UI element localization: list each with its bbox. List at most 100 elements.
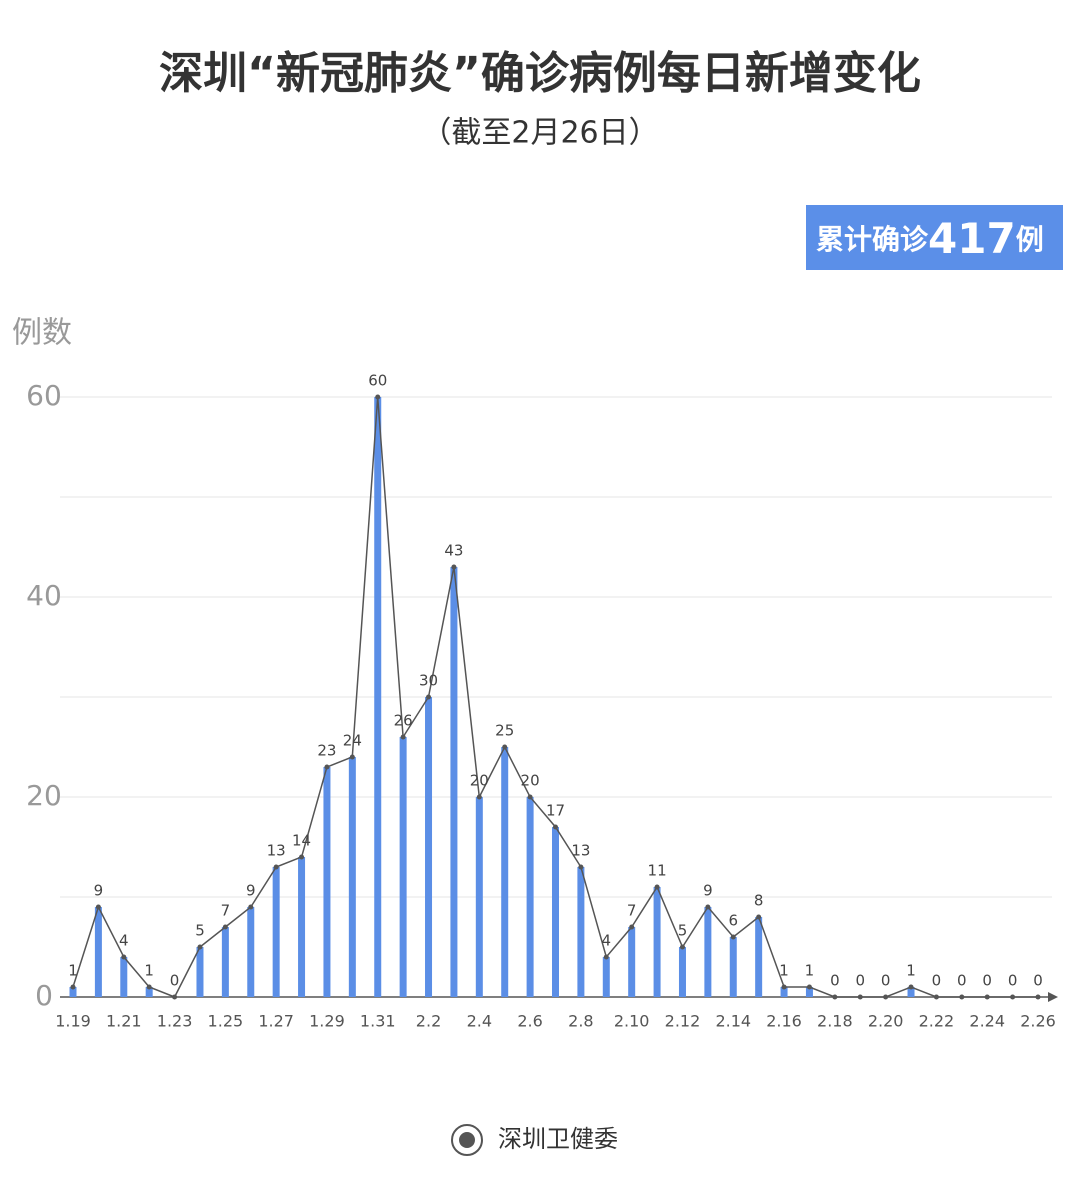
line-point xyxy=(451,564,457,570)
x-tick-label: 2.10 xyxy=(614,1012,650,1031)
line-point xyxy=(832,994,838,1000)
data-label: 5 xyxy=(195,922,205,940)
y-tick-label: 0 xyxy=(35,979,53,1012)
bar xyxy=(577,867,585,997)
data-label: 1 xyxy=(68,962,78,980)
line-point xyxy=(273,864,279,870)
bar xyxy=(94,907,102,997)
x-tick-label: 2.6 xyxy=(517,1012,542,1031)
data-label: 0 xyxy=(170,972,180,990)
line-point xyxy=(781,984,787,990)
data-label: 23 xyxy=(317,742,336,760)
data-label: 13 xyxy=(571,842,590,860)
line-point xyxy=(553,824,558,830)
y-axis-label: 例数 xyxy=(12,316,72,351)
bar xyxy=(196,947,204,997)
line-point xyxy=(603,954,609,960)
source: 深圳卫健委 xyxy=(498,1125,618,1153)
bar xyxy=(221,927,229,997)
data-label: 8 xyxy=(754,892,764,910)
line-point xyxy=(400,734,406,740)
bar xyxy=(374,397,382,997)
line-point xyxy=(146,984,152,990)
data-label: 17 xyxy=(546,802,565,820)
y-tick-label: 20 xyxy=(26,779,62,812)
x-tick-label: 2.18 xyxy=(817,1012,853,1031)
x-tick-label: 2.16 xyxy=(766,1012,802,1031)
line-point xyxy=(883,994,889,1000)
line-point xyxy=(426,694,432,700)
bar xyxy=(323,767,331,997)
y-tick-label: 60 xyxy=(26,379,62,412)
x-tick-label: 2.20 xyxy=(868,1012,904,1031)
line-point xyxy=(349,754,355,760)
line-point xyxy=(857,994,863,1000)
x-tick-label: 2.14 xyxy=(715,1012,751,1031)
line-point xyxy=(629,924,635,930)
badge-prefix: 累计确诊 xyxy=(816,223,929,256)
data-label: 0 xyxy=(881,972,891,990)
y-tick-label: 40 xyxy=(26,579,62,612)
bar xyxy=(399,737,407,997)
bar xyxy=(653,887,661,997)
bar xyxy=(120,957,128,997)
data-label: 60 xyxy=(368,372,387,390)
data-label: 20 xyxy=(521,772,540,790)
data-label: 0 xyxy=(830,972,840,990)
x-tick-label: 2.8 xyxy=(568,1012,593,1031)
data-label: 26 xyxy=(394,712,413,730)
x-tick-label: 1.29 xyxy=(309,1012,345,1031)
data-label: 14 xyxy=(292,832,311,850)
line-point xyxy=(375,394,381,400)
chart-subtitle: （截至2月26日） xyxy=(421,116,658,151)
data-label: 20 xyxy=(470,772,489,790)
x-tick-label: 1.21 xyxy=(106,1012,142,1031)
x-tick-label: 2.2 xyxy=(416,1012,441,1031)
line-point xyxy=(324,764,330,770)
bar xyxy=(628,927,636,997)
line-point xyxy=(1035,994,1041,1000)
x-tick-label: 1.27 xyxy=(258,1012,294,1031)
data-label: 0 xyxy=(855,972,865,990)
bar xyxy=(475,797,483,997)
line-point xyxy=(679,944,685,950)
data-label: 11 xyxy=(648,862,667,880)
line-point xyxy=(806,984,812,990)
data-label: 1 xyxy=(144,962,154,980)
line-point xyxy=(476,794,482,800)
badge-text: 累计确诊417例 xyxy=(816,214,1044,263)
bar xyxy=(907,987,915,997)
line-point xyxy=(197,944,203,950)
bar xyxy=(729,937,737,997)
badge-total: 417 xyxy=(928,214,1016,263)
data-label: 1 xyxy=(779,962,789,980)
bar xyxy=(69,987,77,997)
x-tick-label: 2.4 xyxy=(467,1012,492,1031)
bar xyxy=(780,987,788,997)
data-label: 4 xyxy=(119,932,129,950)
line-point xyxy=(959,994,965,1000)
logo-inner xyxy=(459,1132,475,1148)
line-point xyxy=(933,994,939,1000)
bar xyxy=(552,827,559,997)
data-label: 0 xyxy=(932,972,942,990)
line-point xyxy=(222,924,228,930)
bar xyxy=(272,867,280,997)
bar xyxy=(450,567,458,997)
line-point xyxy=(730,934,736,940)
bar xyxy=(348,757,356,997)
bar xyxy=(602,957,610,997)
data-label: 9 xyxy=(94,882,104,900)
bar xyxy=(755,917,763,997)
bar xyxy=(678,947,686,997)
line-point xyxy=(248,904,254,910)
bar xyxy=(298,857,306,997)
bar xyxy=(425,697,433,997)
line-point xyxy=(70,984,76,990)
data-label: 1 xyxy=(805,962,815,980)
chart-title: 深圳“新冠肺炎”确诊病例每日新增变化 xyxy=(159,48,921,99)
data-label: 6 xyxy=(728,912,738,930)
data-label: 7 xyxy=(627,902,637,920)
data-label: 0 xyxy=(1033,972,1043,990)
line-point xyxy=(654,884,660,890)
